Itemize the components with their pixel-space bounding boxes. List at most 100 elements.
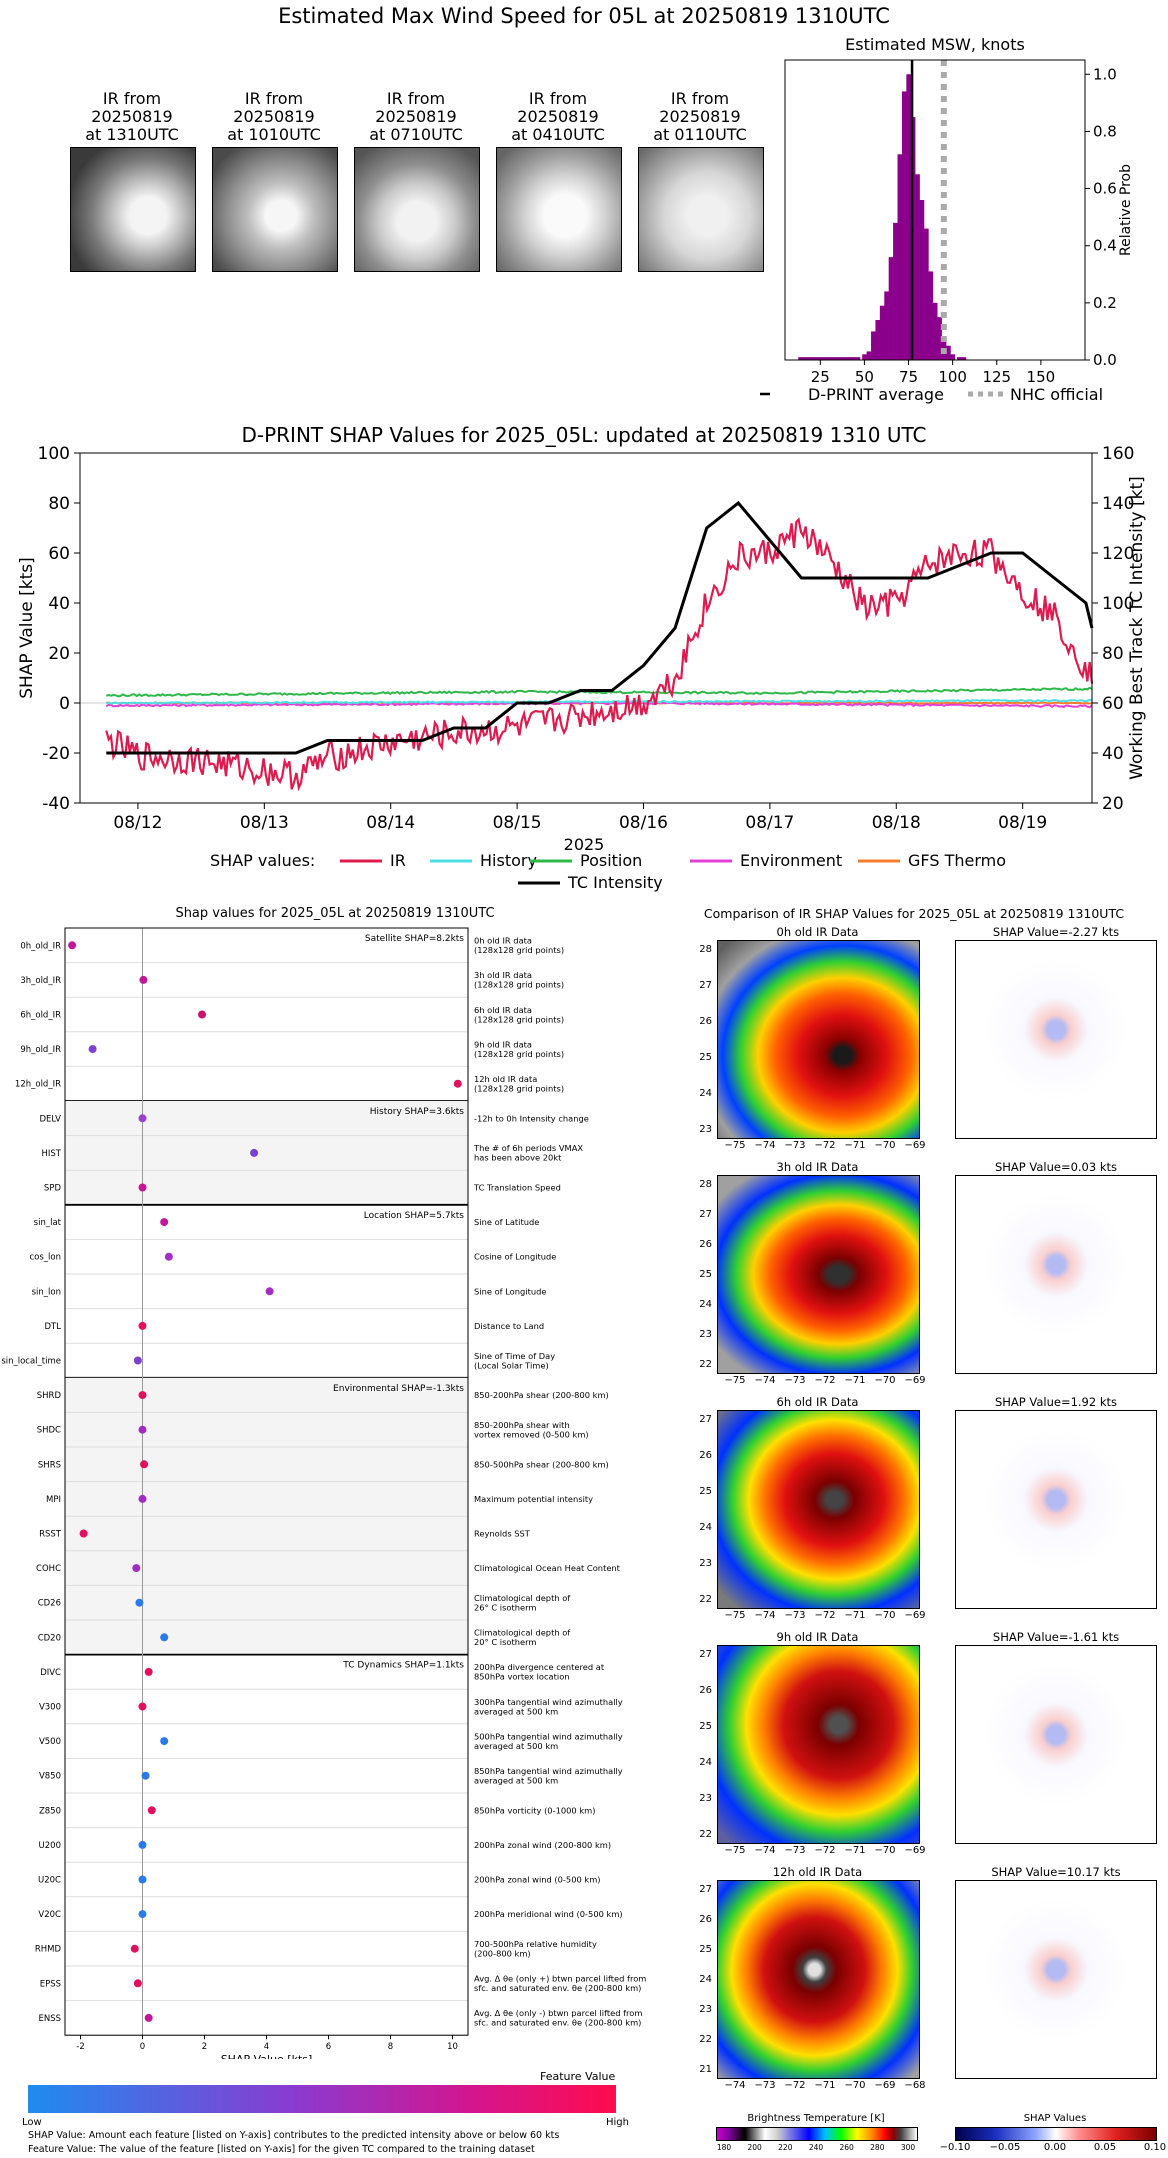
shap-point	[140, 1460, 149, 1469]
timeseries-xtick-label: 08/17	[745, 813, 794, 833]
ir-map-ytick-label: 25	[699, 1721, 712, 1732]
timeseries-y2tick-label: 60	[1102, 694, 1124, 714]
shap-feature-description: Sine of Latitude	[474, 1217, 539, 1227]
shap-feature-label: 3h_old_IR	[20, 976, 61, 986]
shap-panel-image	[955, 1175, 1157, 1374]
ir-comparison-title: Comparison of IR SHAP Values for 2025_05…	[703, 906, 1125, 921]
brightness-tick-label: 180	[716, 2143, 732, 2152]
histogram-ytick-label: 0.8	[1093, 122, 1117, 140]
ir-thumbnail-image	[212, 147, 338, 272]
ir-map-xtick-label: −69	[874, 2080, 896, 2091]
shap-feature-description: Maximum potential intensity	[474, 1494, 593, 1504]
timeseries-y2tick-label: 20	[1102, 794, 1124, 814]
shap-feature-description: 200hPa meridional wind (0-500 km)	[474, 1909, 623, 1919]
histogram-xtick-label: 125	[982, 368, 1011, 386]
shap-feature-description: Climatological Ocean Heat Content	[474, 1563, 621, 1573]
shap-feature-label: V20C	[38, 1910, 61, 1920]
shap-feature-description: 26° C isotherm	[474, 1602, 536, 1612]
shap-feature-description: 850hPa vortex location	[474, 1672, 570, 1682]
shap-feature-description: has been above 20kt	[474, 1153, 562, 1163]
shap-feature-description: 200hPa zonal wind (200-800 km)	[474, 1840, 611, 1850]
shap-feature-label: EPSS	[40, 1979, 61, 1989]
shap-feature-label: U200	[39, 1841, 61, 1851]
ir-thumbnail-image	[496, 147, 622, 272]
shap-feature-description: 850-200hPa shear with	[474, 1420, 570, 1430]
histogram-bar	[950, 354, 956, 360]
shap-feature-label: 9h_old_IR	[20, 1045, 61, 1055]
ir-thumbnail-image	[70, 147, 196, 272]
ir-thumbnail-title: IR from 20250819 at 1310UTC	[85, 89, 179, 144]
shap-feature-description: 3h old IR data	[474, 970, 532, 980]
ir-map-xtick-label: −74	[754, 1375, 776, 1386]
histogram-ytick-label: 0.2	[1093, 294, 1117, 312]
shap-feature-description: (128x128 grid points)	[474, 1014, 564, 1024]
shap-point	[138, 1840, 147, 1849]
shap-point	[138, 1183, 147, 1192]
shap-feature-description: (128x128 grid points)	[474, 1049, 564, 1059]
colorbar-high-label: High	[606, 2117, 629, 2128]
shap-feature-description: 9h old IR data	[474, 1039, 532, 1049]
timeseries-xlabel: 2025	[564, 835, 605, 854]
ir-thumbnail-title: IR from 20250819 at 1010UTC	[227, 89, 321, 144]
shap-feature-description: sfc. and saturated env. θe (200-800 km)	[474, 1983, 641, 1993]
histogram-ylabel: Relative Prob	[1118, 164, 1134, 256]
shap-feature-description: 500hPa tangential wind azimuthally	[474, 1731, 623, 1741]
timeseries-y2tick-label: 140	[1102, 494, 1134, 514]
shap-feature-description: (200-800 km)	[474, 1948, 531, 1958]
ir-map-ytick-label: 22	[699, 1594, 712, 1605]
shap-feature-description: 12h old IR data	[474, 1074, 537, 1084]
shap-feature-label: DTL	[45, 1322, 62, 1332]
shap-feature-description: 6h old IR data	[474, 1005, 532, 1015]
histogram-bar	[919, 200, 925, 360]
shap-point	[139, 975, 148, 984]
timeseries-xtick-label: 08/14	[366, 813, 415, 833]
shap-feature-label: SHRD	[37, 1391, 62, 1401]
shap-feature-label: RSST	[39, 1530, 62, 1540]
shap-legend-label: Position	[580, 851, 642, 870]
histogram-bar	[879, 305, 885, 360]
ir-map-xtick-label: −70	[874, 1845, 896, 1856]
shap-group-label: Satellite SHAP=8.2kts	[365, 934, 464, 944]
shap-series-ir	[105, 517, 1094, 792]
ir-map-xtick-label: −69	[904, 1845, 926, 1856]
ir-map-ytick-label: 27	[699, 1209, 712, 1220]
ir-map-xtick-label: −72	[814, 1375, 836, 1386]
histogram-bar	[807, 357, 817, 360]
ir-map-xtick-label: −71	[844, 1140, 866, 1151]
ir-panel-image	[717, 940, 920, 1139]
shap-point	[138, 1114, 147, 1123]
shap-feature-label: SHRS	[38, 1460, 61, 1470]
shap-feature-description: Reynolds SST	[474, 1529, 531, 1539]
shap-feature-description: (Local Solar Time)	[474, 1360, 549, 1370]
shap-feature-label: ENSS	[38, 2014, 61, 2024]
shap-feature-description: Distance to Land	[474, 1321, 544, 1331]
shap-feature-label: sin_lon	[32, 1287, 61, 1297]
ir-map-ytick-label: 26	[699, 1239, 712, 1250]
shap-colorbar-label: SHAP Values	[1023, 2113, 1087, 2124]
shap-group-label: TC Dynamics SHAP=1.1kts	[342, 1661, 464, 1671]
histogram-bar	[824, 357, 834, 360]
shap-feature-description: Cosine of Longitude	[474, 1252, 556, 1262]
ir-map-xtick-label: −75	[724, 1610, 746, 1621]
shap-feature-label: U20C	[38, 1876, 61, 1886]
histogram-bar	[888, 257, 894, 360]
ir-map-ytick-label: 25	[699, 1486, 712, 1497]
shap-panel-title: SHAP Value=-1.61 kts	[992, 1630, 1120, 1644]
ir-thumbnail-image	[354, 147, 480, 272]
ir-map-xtick-label: −71	[844, 1610, 866, 1621]
shap-feature-description: Sine of Time of Day	[474, 1351, 555, 1361]
shap-feature-description: 700-500hPa relative humidity	[474, 1939, 597, 1949]
ir-map-xtick-label: −72	[814, 1140, 836, 1151]
shap-series-history	[106, 698, 1093, 705]
ir-map-ytick-label: 26	[699, 1914, 712, 1925]
ir-map-ytick-label: 27	[699, 1414, 712, 1425]
ir-map-ytick-label: 24	[699, 1522, 712, 1533]
timeseries-xtick-label: 08/12	[113, 813, 162, 833]
shap-feature-description: Avg. Δ θe (only -) btwn parcel lifted fr…	[474, 2008, 642, 2018]
shap-xtick-label: 6	[326, 2042, 331, 2052]
shap-feature-description: 850-500hPa shear (200-800 km)	[474, 1459, 609, 1469]
msw-histogram-chart: Estimated MSW, knots 25 50 75 100 125 150 0.0…	[760, 35, 1134, 404]
shap-point	[160, 1218, 169, 1227]
ir-map-xtick-label: −71	[844, 1375, 866, 1386]
shap-feature-label: sin_local_time	[1, 1357, 61, 1367]
